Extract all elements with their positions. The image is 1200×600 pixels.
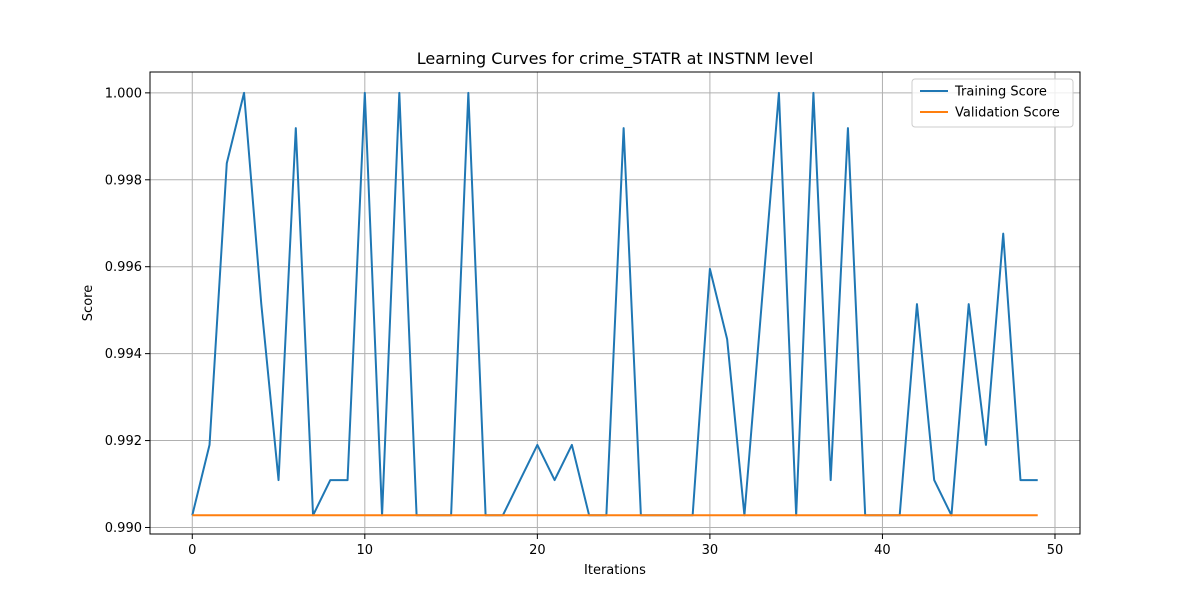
legend-box (911, 78, 1074, 128)
x-tick-label: 50 (1047, 543, 1064, 558)
y-axis-label: Score (81, 285, 96, 321)
series-layer (191, 91, 1038, 517)
y-tick-label: 0.998 (105, 173, 142, 188)
plot-area-frame (149, 71, 1081, 535)
legend-label-validation-score: Validation Score (955, 106, 1060, 121)
x-tick-label: 40 (874, 543, 891, 558)
axis-ticks: 0 10 20 30 40 50 0.990 0.992 0.994 0.996 0.998 1.00… (105, 86, 1063, 558)
y-tick-label: 0.990 (105, 521, 142, 536)
y-tick-label: 1.000 (105, 86, 142, 101)
x-axis-label: Iterations (584, 563, 646, 578)
x-tick-label: 30 (702, 543, 719, 558)
x-tick-label: 10 (357, 543, 374, 558)
y-tick-label: 0.996 (105, 260, 142, 275)
x-tick-label: 0 (188, 543, 196, 558)
y-tick-label: 0.994 (105, 347, 142, 362)
y-tick-label: 0.992 (105, 434, 142, 449)
legend: Training Score Validation Score (911, 78, 1074, 128)
chart-title: Learning Curves for crime_STATR at INSTN… (417, 49, 814, 69)
legend-label-training-score: Training Score (954, 85, 1047, 100)
x-tick-label: 20 (529, 543, 546, 558)
